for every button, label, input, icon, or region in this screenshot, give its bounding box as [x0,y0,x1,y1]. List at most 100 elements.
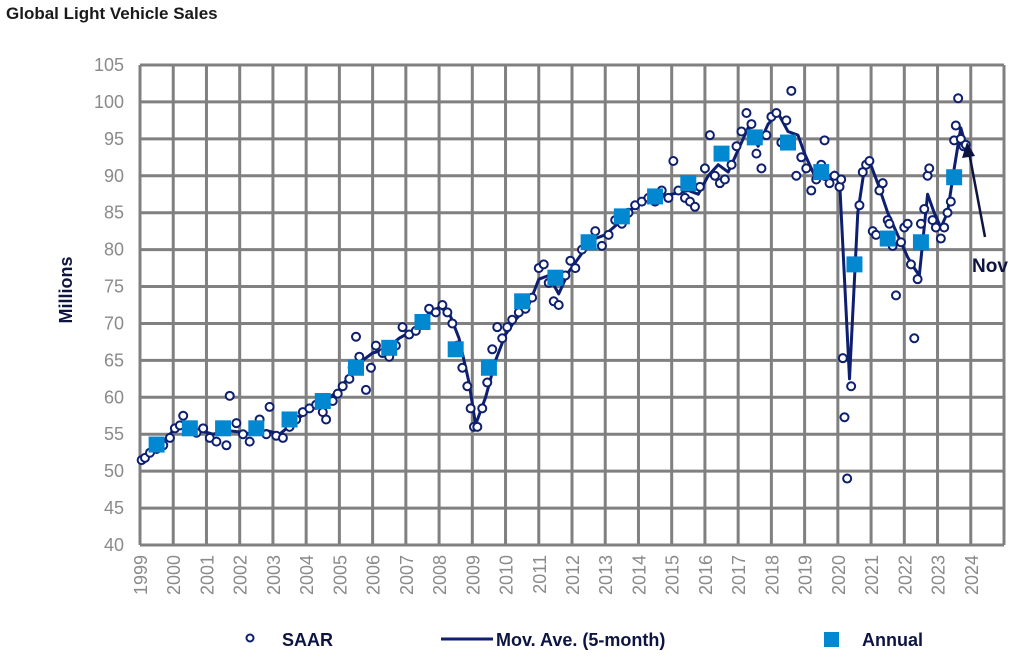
annual-point [879,230,896,247]
annual-point [912,234,929,251]
x-tick-label: 2005 [330,555,350,595]
saar-point [332,388,343,399]
saar-point [178,410,189,421]
saar-point [736,126,747,137]
saar-point [806,185,817,196]
saar-point [603,229,614,240]
saar-point [909,333,920,344]
saar-point [741,108,752,118]
saar-point [596,240,607,251]
x-tick-label: 2023 [929,555,949,595]
saar-point [487,344,498,355]
saar-point [699,163,710,174]
saar-point [877,178,888,189]
saar-point [472,421,483,432]
saar-point [507,314,518,325]
saar-point [824,178,835,189]
annual-point [680,175,697,192]
saar-point [694,181,705,192]
y-tick-label: 65 [104,350,124,370]
y-tick-label: 40 [104,535,124,555]
annual-series [148,129,963,453]
saar-point [756,163,767,174]
y-tick-label: 75 [104,277,124,297]
saar-point [264,401,275,412]
annual-point [580,234,597,251]
saar-point [590,226,601,237]
annual-point [314,393,331,409]
chart-title: Global Light Vehicle Sales [6,4,218,23]
saar-point [854,200,865,211]
y-tick-label: 90 [104,166,124,186]
legend-saar-label: SAAR [282,630,333,650]
saar-point [565,255,576,266]
annotation-arrowhead [962,142,975,158]
grid [138,63,1006,547]
annual-point [746,129,763,146]
saar-point [836,174,847,185]
x-tick-label: 2009 [463,555,483,595]
saar-point [846,381,857,392]
annual-point [780,134,796,151]
x-tick-label: 2022 [895,555,915,595]
legend-saar-marker [245,633,255,643]
y-tick-label: 105 [94,55,124,75]
saar-point [462,381,473,392]
x-tick-label: 2016 [696,555,716,595]
annual-point [846,256,863,273]
saar-point [211,436,222,447]
saar-point [801,163,812,174]
saar-point [709,170,720,181]
saar-point [837,353,848,364]
saar-point [726,159,737,170]
y-tick-label: 50 [104,461,124,481]
saar-point [344,373,355,384]
saar-point [238,429,249,440]
x-tick-label: 2017 [729,555,749,595]
annual-point [348,359,364,376]
saar-point [771,108,782,118]
x-tick-label: 2021 [862,555,882,595]
saar-point [912,274,923,285]
x-tick-label: 2020 [829,555,849,595]
y-tick-label: 85 [104,203,124,223]
saar-point [365,362,376,373]
annual-point [381,339,398,356]
saar-point [945,196,956,207]
saar-point [919,204,930,214]
saar-point [492,322,503,333]
x-tick-label: 2008 [430,555,450,595]
annual-point [480,359,497,376]
x-tick-label: 1999 [131,555,151,595]
x-tick-labels: 1999 2000 2001 2002 2003 2004 2005 2006 2007 2008… [131,555,982,595]
annual-point [281,411,298,428]
y-tick-label: 100 [94,92,124,112]
x-tick-label: 2001 [197,555,217,595]
y-tick-labels: 40 45 50 55 60 65 70 75 80 85 90 95 100 105 [94,55,124,555]
saar-point [871,229,882,240]
x-tick-label: 2000 [164,555,184,595]
saar-point [689,201,700,212]
saar-point [895,237,906,248]
legend: SAAR Mov. Ave. (5-month) Annual [245,630,923,650]
saar-point [781,115,792,126]
saar-point [437,300,448,310]
saar-point [231,418,242,429]
annual-point [447,341,464,358]
x-tick-label: 2015 [663,555,683,595]
x-tick-label: 2024 [962,555,982,595]
y-tick-label: 45 [104,498,124,518]
x-tick-label: 2004 [297,555,317,595]
saar-point [442,307,453,318]
saar-point [942,207,953,218]
y-tick-label: 55 [104,424,124,444]
annotation: Nov [962,142,1008,277]
saar-point [902,218,913,229]
saar-point [360,384,371,395]
saar-point [950,120,961,131]
x-tick-label: 2018 [762,555,782,595]
annual-point [181,420,198,437]
x-tick-label: 2007 [397,555,417,595]
saar-point [796,152,807,163]
saar-point [447,318,458,329]
